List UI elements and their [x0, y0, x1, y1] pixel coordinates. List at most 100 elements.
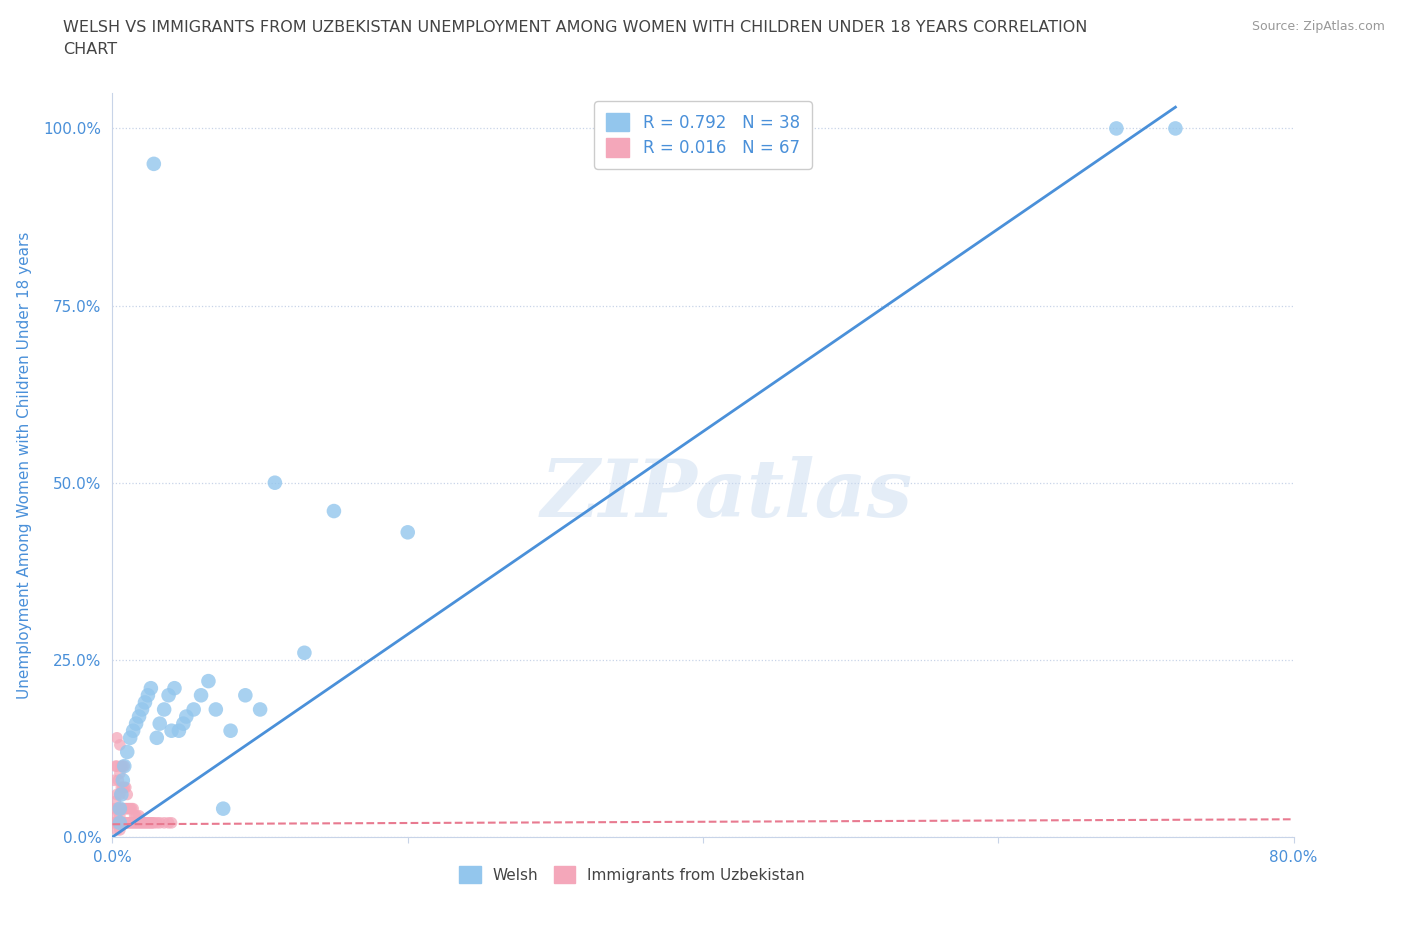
Point [118, 802, 141, 817]
Point [122, 816, 145, 830]
Point [212, 802, 235, 817]
Point [131, 816, 153, 830]
Point [135, 816, 157, 830]
Point [146, 730, 169, 745]
Point [112, 816, 135, 830]
Point [107, 773, 129, 788]
Point [132, 816, 155, 830]
Point [1105, 121, 1128, 136]
Point [112, 802, 135, 817]
Point [125, 716, 148, 731]
Point [141, 816, 163, 830]
Point [104, 759, 127, 774]
Point [134, 695, 156, 710]
Point [108, 787, 131, 802]
Point [112, 780, 135, 795]
Point [107, 802, 129, 817]
Point [114, 802, 136, 817]
Point [128, 808, 150, 823]
Point [292, 645, 315, 660]
Point [112, 759, 135, 774]
Point [104, 794, 127, 809]
Y-axis label: Unemployment Among Women with Children Under 18 years: Unemployment Among Women with Children U… [17, 232, 32, 698]
Point [103, 816, 125, 830]
Point [153, 816, 176, 830]
Point [110, 780, 132, 795]
Point [131, 702, 153, 717]
Point [128, 816, 150, 830]
Point [108, 808, 131, 823]
Point [125, 808, 148, 823]
Point [105, 822, 128, 837]
Point [110, 802, 132, 817]
Point [112, 759, 135, 774]
Point [108, 737, 131, 752]
Point [108, 816, 131, 830]
Point [264, 475, 287, 490]
Point [249, 702, 271, 717]
Point [163, 681, 186, 696]
Point [114, 816, 136, 830]
Point [111, 816, 134, 830]
Point [105, 759, 128, 774]
Point [157, 816, 180, 830]
Point [120, 802, 142, 817]
Point [139, 681, 162, 696]
Point [111, 802, 134, 817]
Point [167, 724, 190, 738]
Point [190, 688, 212, 703]
Text: WELSH VS IMMIGRANTS FROM UZBEKISTAN UNEMPLOYMENT AMONG WOMEN WITH CHILDREN UNDER: WELSH VS IMMIGRANTS FROM UZBEKISTAN UNEM… [63, 20, 1088, 35]
Point [142, 816, 165, 830]
Point [124, 808, 146, 823]
Point [122, 724, 145, 738]
Point [111, 759, 134, 774]
Point [105, 787, 128, 802]
Point [108, 802, 131, 817]
Point [125, 816, 148, 830]
Point [111, 773, 134, 788]
Point [233, 688, 256, 703]
Point [118, 816, 141, 830]
Point [129, 816, 152, 830]
Point [114, 780, 136, 795]
Point [128, 709, 150, 724]
Point [149, 816, 172, 830]
Text: ZIPatlas: ZIPatlas [540, 456, 912, 534]
Point [136, 816, 159, 830]
Point [110, 759, 132, 774]
Point [205, 702, 228, 717]
Point [219, 724, 242, 738]
Point [117, 816, 138, 830]
Point [142, 156, 165, 171]
Point [124, 816, 146, 830]
Text: CHART: CHART [63, 42, 117, 57]
Point [139, 816, 162, 830]
Point [105, 808, 128, 823]
Point [120, 730, 142, 745]
Point [396, 525, 419, 539]
Point [117, 745, 138, 760]
Point [157, 688, 180, 703]
Point [120, 816, 142, 830]
Point [172, 716, 194, 731]
Point [110, 787, 132, 802]
Point [183, 702, 205, 717]
Point [160, 816, 183, 830]
Point [117, 802, 138, 817]
Point [117, 787, 138, 802]
Legend: Welsh, Immigrants from Uzbekistan: Welsh, Immigrants from Uzbekistan [453, 860, 811, 889]
Point [105, 730, 128, 745]
Point [1164, 121, 1187, 136]
Point [103, 773, 125, 788]
Point [134, 816, 156, 830]
Point [103, 802, 125, 817]
Point [121, 802, 143, 817]
Point [122, 802, 145, 817]
Point [197, 673, 219, 688]
Point [121, 816, 143, 830]
Point [160, 724, 183, 738]
Point [138, 816, 160, 830]
Point [108, 765, 131, 780]
Point [108, 822, 131, 837]
Point [111, 780, 134, 795]
